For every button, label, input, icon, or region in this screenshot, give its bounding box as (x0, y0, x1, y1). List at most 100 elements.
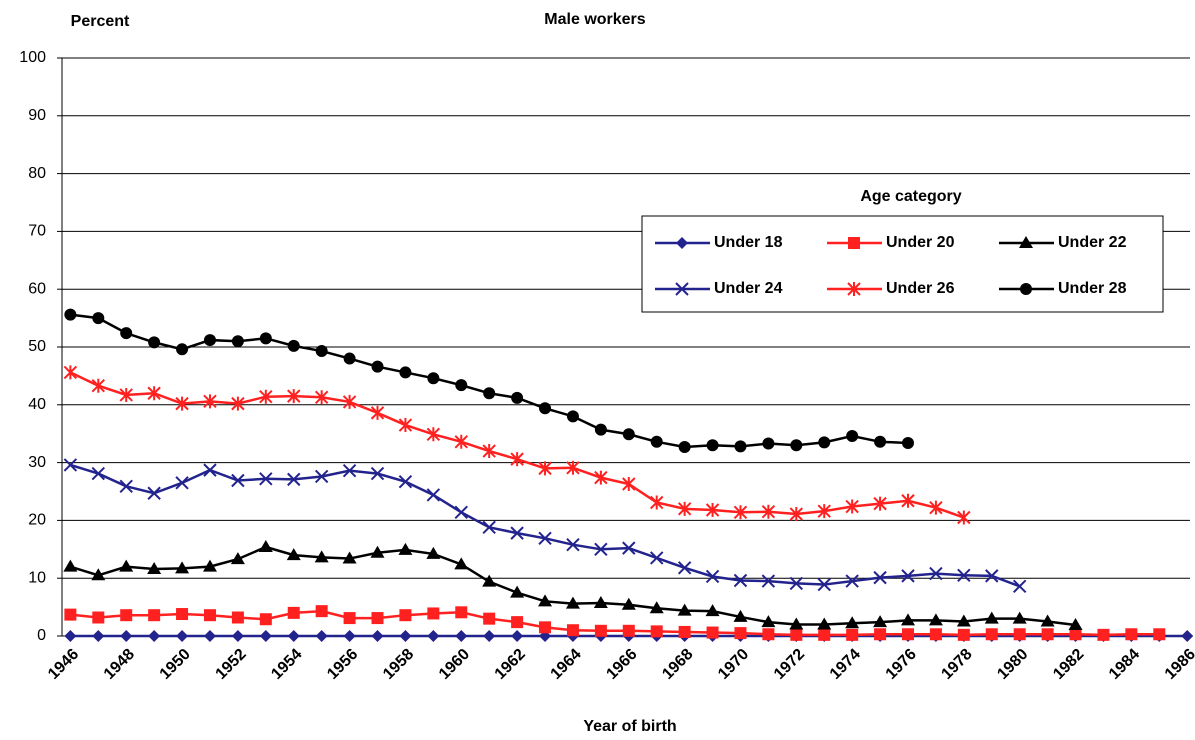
data-point (678, 625, 691, 638)
data-point (259, 389, 273, 404)
data-point (817, 504, 831, 519)
data-point (63, 365, 78, 380)
data-point (120, 327, 133, 340)
legend-label: Under 26 (886, 280, 955, 297)
data-point (593, 596, 608, 609)
legend-box (641, 215, 1164, 313)
x-tick-label: 1966 (603, 646, 640, 683)
legend-title: Age category (860, 188, 961, 205)
data-point (482, 574, 497, 587)
data-point (621, 597, 636, 610)
data-point (231, 630, 244, 642)
data-point (203, 609, 216, 622)
x-tick-label: 1960 (436, 646, 473, 683)
x-tick-label: 1956 (324, 646, 361, 683)
x-tick-label: 1948 (101, 646, 138, 683)
data-point (789, 576, 804, 591)
data-point (1069, 628, 1082, 641)
data-point (649, 601, 664, 614)
data-point (566, 410, 579, 423)
data-point (985, 628, 998, 641)
data-point (287, 630, 300, 642)
legend-marker (1019, 236, 1033, 248)
data-point (1153, 628, 1166, 641)
data-point (315, 345, 328, 358)
series-line (70, 609, 1160, 637)
y-tick-label: 70 (28, 223, 46, 240)
data-point (314, 550, 329, 563)
data-point (734, 627, 747, 640)
data-point (63, 458, 78, 472)
y-tick-label: 30 (28, 454, 46, 471)
legend-label: Under 24 (714, 280, 783, 297)
data-point (231, 335, 244, 348)
data-point (342, 551, 357, 564)
data-point (426, 546, 441, 559)
data-point (371, 612, 384, 625)
x-tick-label: 1984 (1106, 646, 1143, 683)
data-point (511, 630, 524, 642)
legend-marker (675, 282, 689, 296)
data-point (398, 418, 413, 433)
x-tick-label: 1972 (771, 646, 808, 683)
x-tick-label: 1954 (268, 646, 305, 683)
series-line (70, 545, 1076, 627)
data-point (846, 430, 859, 443)
data-point (734, 440, 747, 453)
y-tick-label: 90 (28, 107, 46, 124)
data-point (565, 596, 580, 609)
legend-label: Under 20 (886, 234, 955, 251)
data-point (845, 616, 860, 629)
y-tick-label: 80 (28, 165, 46, 182)
data-point (314, 390, 329, 405)
data-point (622, 541, 636, 555)
data-point (120, 630, 133, 642)
y-tick-label: 0 (37, 627, 46, 644)
data-point (566, 537, 580, 552)
x-tick-label: 1968 (659, 646, 696, 683)
data-point (287, 339, 300, 352)
data-point (650, 495, 664, 510)
data-point (761, 504, 776, 519)
data-point (203, 463, 217, 477)
data-point (371, 360, 384, 373)
data-point (147, 386, 161, 401)
data-point (705, 604, 720, 617)
x-tick-label: 1958 (380, 646, 417, 683)
data-point (873, 496, 887, 511)
data-point (258, 539, 273, 552)
data-point (455, 630, 468, 642)
data-point (398, 474, 413, 489)
x-tick-label: 1946 (45, 646, 82, 683)
data-point (761, 574, 776, 588)
legend-marker (676, 237, 688, 249)
data-point (427, 630, 440, 642)
data-point (342, 394, 357, 409)
legend-label: Under 22 (1058, 234, 1127, 251)
data-point (455, 379, 468, 392)
data-point (203, 334, 216, 347)
data-point (482, 444, 496, 459)
data-point (147, 561, 162, 574)
data-point (873, 615, 888, 628)
data-point (705, 569, 720, 584)
data-point (957, 510, 971, 525)
data-point (538, 594, 553, 607)
data-point (762, 628, 775, 641)
data-point (120, 609, 133, 622)
data-point (1068, 618, 1083, 631)
y-axis-title: Percent (71, 13, 130, 30)
data-point (287, 606, 300, 619)
data-point (92, 611, 105, 624)
data-point (594, 542, 608, 557)
data-point (202, 559, 217, 572)
x-tick-label: 1980 (994, 646, 1031, 683)
x-tick-label: 1962 (492, 646, 529, 683)
data-point (342, 463, 357, 478)
data-point (733, 505, 748, 520)
data-point (622, 476, 636, 491)
y-tick-label: 20 (28, 512, 46, 529)
data-point (427, 372, 440, 385)
data-point (343, 630, 356, 642)
data-point (176, 630, 189, 642)
